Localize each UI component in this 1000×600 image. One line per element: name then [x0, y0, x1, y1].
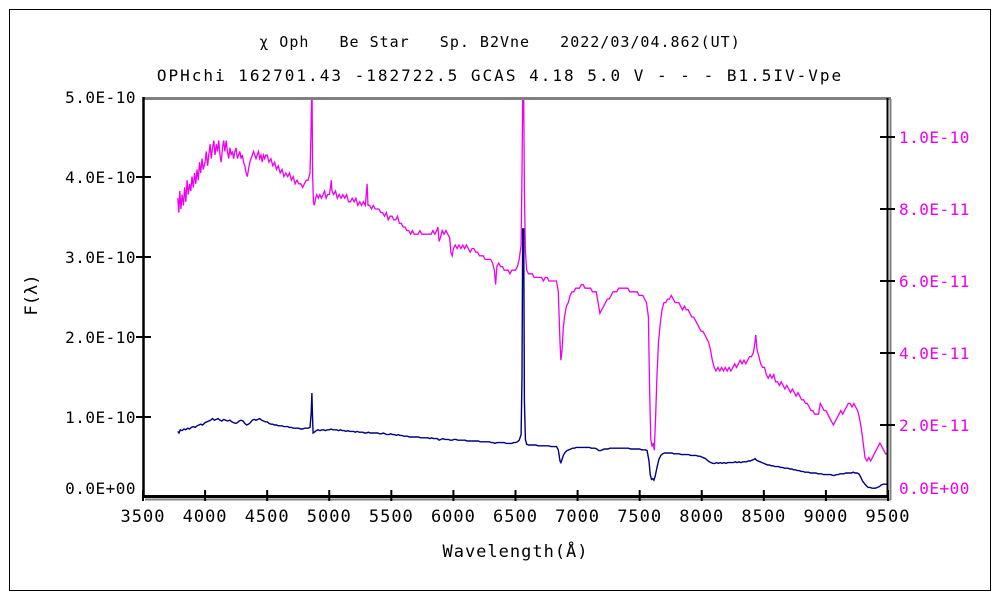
right-tick-label: 0.0E+00 [899, 479, 970, 498]
right-tick-label: 8.0E-11 [899, 200, 970, 219]
left-tick-label: 1.0E-10 [65, 408, 136, 427]
x-tick-label: 7500 [617, 507, 662, 527]
left-tick-label: 0.0E+00 [65, 479, 136, 498]
right-tick-label: 1.0E-10 [899, 128, 970, 147]
x-tick-label: 4500 [245, 507, 290, 527]
chart-title-line1: χ Oph Be Star Sp. B2Vne 2022/03/04.862(U… [259, 33, 741, 51]
x-tick-label: 9000 [803, 507, 848, 527]
outer-border [9, 9, 991, 591]
x-tick-label: 8000 [679, 507, 724, 527]
x-tick-label: 4000 [183, 507, 228, 527]
left-tick-label: 4.0E-10 [65, 168, 136, 187]
x-tick-label: 8500 [741, 507, 786, 527]
x-tick-label: 9500 [866, 507, 911, 527]
chart-title-line2: OPHchi 162701.43 -182722.5 GCAS 4.18 5.0… [156, 66, 844, 85]
comparison-spectrum-left-scale [177, 228, 887, 489]
right-tick-label: 4.0E-11 [899, 344, 970, 363]
x-tick-label: 7000 [555, 507, 600, 527]
left-tick-label: 2.0E-10 [65, 328, 136, 347]
x-axis-title: Wavelength(Å) [442, 542, 589, 562]
x-tick-label: 5000 [307, 507, 352, 527]
left-tick-label: 5.0E-10 [65, 88, 136, 107]
x-tick-label: 3500 [121, 507, 166, 527]
x-tick-label: 6500 [493, 507, 538, 527]
right-tick-label: 2.0E-11 [899, 416, 970, 435]
right-tick-label: 6.0E-11 [899, 272, 970, 291]
flux-spectrum-right-scale [177, 97, 888, 463]
left-tick-label: 3.0E-10 [65, 248, 136, 267]
x-tick-label: 6000 [431, 507, 476, 527]
x-tick-label: 5500 [369, 507, 414, 527]
